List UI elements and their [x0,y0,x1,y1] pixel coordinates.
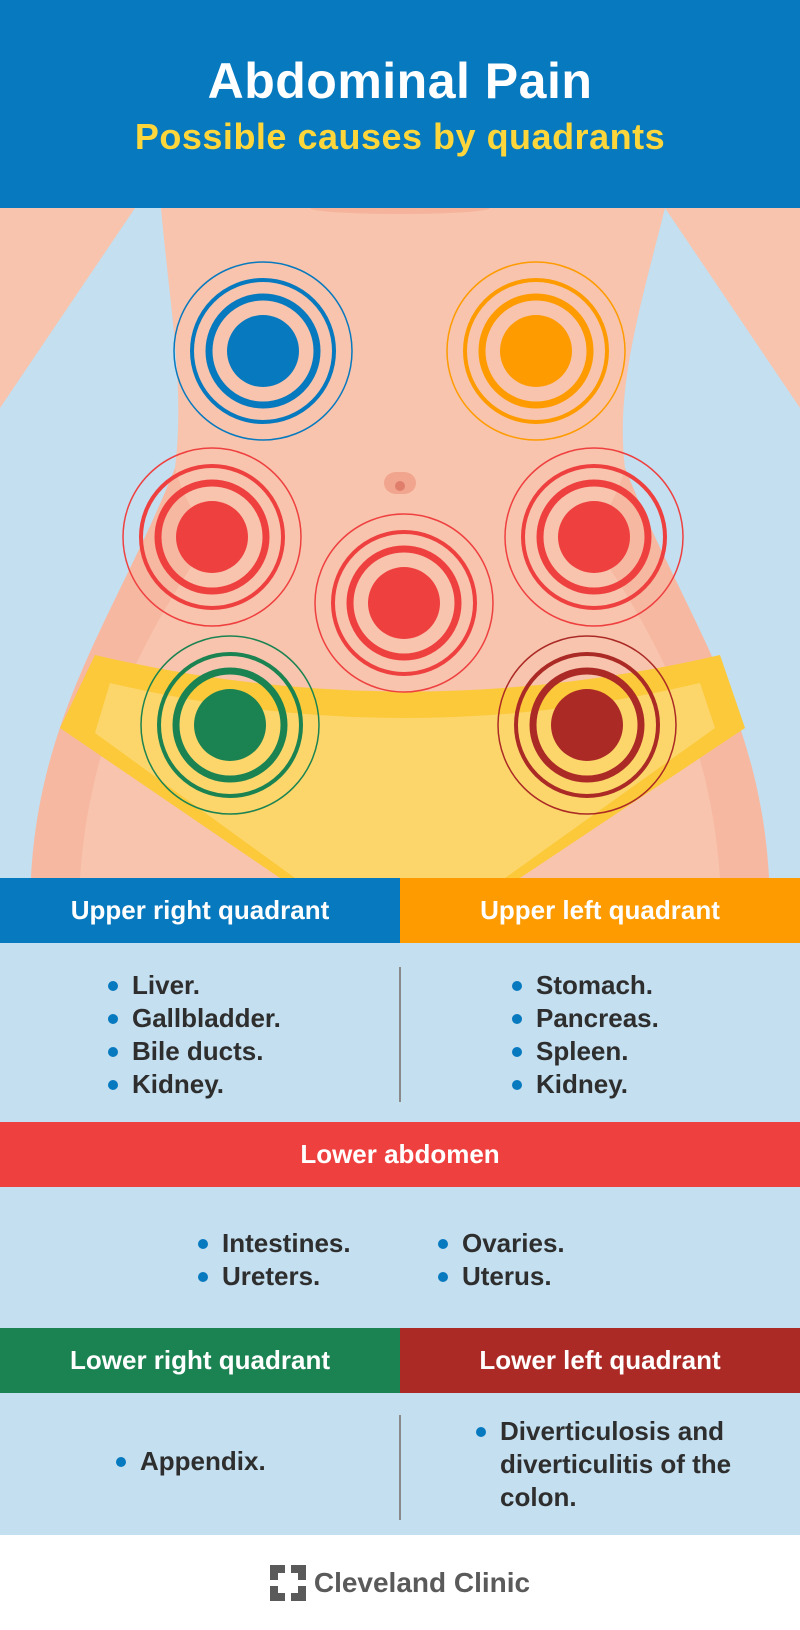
upper-right-quadrant-header: Upper right quadrant [0,878,400,943]
list-item: Kidney. [512,1068,659,1101]
page-subtitle: Possible causes by quadrants [134,116,666,157]
divider [399,1415,401,1520]
upper-right-pain-icon [173,261,353,441]
lower-left-list: Diverticulosis and diverticulitis of the… [476,1415,766,1514]
pain-ring [368,567,440,639]
pain-ring [173,261,353,441]
logo-text: Cleveland Clinic [313,1566,531,1598]
pain-ring [227,315,299,387]
lower-abdomen-panel: Intestines. Ureters. Ovaries. Uterus. [0,1187,800,1328]
divider [399,967,401,1102]
navel-icon [384,472,416,494]
pain-ring [500,315,572,387]
pain-ring [140,635,320,815]
lower-left-quadrant-header: Lower left quadrant [400,1328,800,1393]
pain-ring [514,652,660,798]
list-item: Stomach. [512,969,659,1002]
lower-abdomen-list-1: Intestines. Ureters. [198,1227,351,1293]
pain-ring [529,667,645,783]
pain-ring [157,652,303,798]
pain-ring [551,689,623,761]
pain-ring [194,689,266,761]
upper-left-pain-icon [446,261,626,441]
page-title: Abdominal Pain [207,53,593,109]
pain-ring [176,501,248,573]
lower-abdomen-list-2: Ovaries. Uterus. [438,1227,565,1293]
header: Abdominal Pain Possible causes by quadra… [0,0,800,208]
pain-ring [172,667,288,783]
chest-shadow [310,208,490,214]
list-item: Bile ducts. [108,1035,281,1068]
list-item: Pancreas. [512,1002,659,1035]
pain-ring [331,530,477,676]
lower-abdomen-pain-icon [314,513,494,693]
left-arm [0,208,135,408]
pain-ring [558,501,630,573]
upper-left-quadrant-header: Upper left quadrant [400,878,800,943]
list-item: Uterus. [438,1260,565,1293]
pain-ring [446,261,626,441]
lower-right-pain-icon [140,635,320,815]
lower-abdomen-header: Lower abdomen [0,1122,800,1187]
pain-ring [536,479,652,595]
left-side-pain-icon [504,447,684,627]
list-item: Liver. [108,969,281,1002]
footer: Cleveland Clinic [0,1535,800,1630]
pain-ring [154,479,270,595]
pain-ring [497,635,677,815]
lower-quadrants-panel: Appendix. Diverticulosis and diverticuli… [0,1393,800,1535]
list-item: Ovaries. [438,1227,565,1260]
right-arm [665,208,800,408]
pain-ring [314,513,494,693]
upper-right-list: Liver. Gallbladder. Bile ducts. Kidney. [108,969,281,1101]
pain-ring [463,278,609,424]
pain-ring [139,464,285,610]
pain-ring [122,447,302,627]
pain-ring [521,464,667,610]
list-item: Kidney. [108,1068,281,1101]
list-item: Appendix. [116,1445,266,1478]
pain-ring [205,293,321,409]
list-item: Intestines. [198,1227,351,1260]
list-item: Ureters. [198,1260,351,1293]
pain-ring [190,278,336,424]
lower-left-pain-icon [497,635,677,815]
list-item: Spleen. [512,1035,659,1068]
upper-quadrants-panel: Liver. Gallbladder. Bile ducts. Kidney. … [0,943,800,1122]
pain-ring [504,447,684,627]
list-item: Gallbladder. [108,1002,281,1035]
lower-right-quadrant-header: Lower right quadrant [0,1328,400,1393]
upper-left-list: Stomach. Pancreas. Spleen. Kidney. [512,969,659,1101]
lower-right-list: Appendix. [116,1445,266,1478]
abdomen-illustration [0,208,800,878]
list-item: Diverticulosis and diverticulitis of the… [476,1415,766,1514]
cleveland-clinic-logo-icon [269,1564,306,1601]
pain-ring [346,545,462,661]
pain-ring [478,293,594,409]
right-side-pain-icon [122,447,302,627]
